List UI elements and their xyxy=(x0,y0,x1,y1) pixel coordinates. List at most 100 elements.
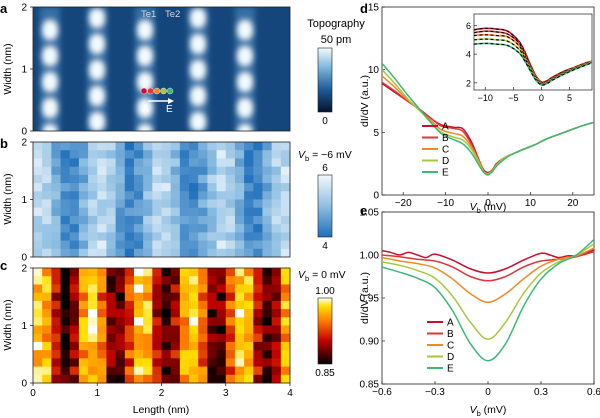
panel-c-y-ticks: 0 1 2 xyxy=(21,264,33,390)
map-pixel xyxy=(152,240,162,250)
y-tick-label: 2 xyxy=(21,138,27,149)
map-pixel xyxy=(60,224,71,233)
map-pixel xyxy=(143,174,153,184)
map-pixel xyxy=(189,366,199,376)
x-tick-label: 1 xyxy=(94,388,100,399)
map-pixel xyxy=(143,350,153,359)
map-pixel xyxy=(161,366,172,376)
panel-b-map xyxy=(33,142,291,258)
atom-bump xyxy=(137,124,153,131)
map-pixel xyxy=(198,366,208,376)
map-pixel xyxy=(198,183,208,192)
map-pixel xyxy=(198,215,208,225)
map-pixel xyxy=(97,232,107,241)
map-pixel xyxy=(152,232,162,241)
map-pixel xyxy=(97,207,107,217)
path-marker xyxy=(147,87,154,95)
map-pixel xyxy=(271,317,282,326)
series-line-A xyxy=(382,249,594,274)
map-pixel xyxy=(97,333,107,343)
map-pixel xyxy=(133,150,144,159)
map-pixel xyxy=(170,317,181,326)
map-pixel xyxy=(78,232,89,241)
map-pixel xyxy=(42,232,52,241)
map-pixel xyxy=(161,191,172,200)
panel-d-inset-lines xyxy=(474,27,592,86)
map-pixel xyxy=(69,150,80,159)
map-pixel xyxy=(133,317,144,326)
map-pixel xyxy=(106,174,117,184)
map-pixel xyxy=(69,142,80,151)
legend-label-A: A xyxy=(442,122,449,133)
map-pixel xyxy=(60,268,71,277)
panel-e-ylabel: dI/dV (a.u.) xyxy=(359,272,371,324)
map-pixel xyxy=(262,300,273,310)
map-pixel xyxy=(124,284,135,294)
map-pixel xyxy=(207,183,217,192)
map-pixel xyxy=(207,366,217,376)
map-pixel xyxy=(207,232,217,241)
map-pixel xyxy=(271,292,282,302)
map-pixel xyxy=(124,248,135,258)
map-pixel xyxy=(262,248,273,258)
map-pixel xyxy=(170,366,181,376)
map-pixel xyxy=(78,199,89,209)
map-pixel xyxy=(115,358,126,367)
x-tick-label: 4 xyxy=(287,388,293,399)
map-pixel xyxy=(33,158,43,168)
map-pixel xyxy=(51,142,61,151)
x-tick-label: 0 xyxy=(539,93,544,103)
map-pixel xyxy=(170,268,181,277)
map-pixel xyxy=(234,292,245,302)
map-pixel xyxy=(280,207,291,217)
panel-d-ylabel: dI/dV (a.u.) xyxy=(359,75,371,127)
map-pixel xyxy=(234,224,245,233)
map-pixel xyxy=(271,284,282,294)
map-pixel xyxy=(280,284,291,294)
map-pixel xyxy=(198,150,208,159)
map-pixel xyxy=(152,248,162,258)
map-pixel xyxy=(78,300,89,310)
map-pixel xyxy=(88,366,98,376)
map-pixel xyxy=(161,358,172,367)
map-pixel xyxy=(60,317,71,326)
map-pixel xyxy=(161,240,172,250)
map-pixel xyxy=(198,350,208,359)
map-pixel xyxy=(198,292,208,302)
map-pixel xyxy=(51,150,61,159)
panel-a-colorbar-title-2: 50 pm xyxy=(321,34,352,46)
series-line-E xyxy=(382,62,594,176)
map-pixel xyxy=(234,366,245,376)
y-tick-label: 6 xyxy=(466,21,471,31)
map-pixel xyxy=(133,333,144,343)
map-pixel xyxy=(143,158,153,168)
map-pixel xyxy=(253,292,263,302)
map-pixel xyxy=(133,191,144,200)
map-pixel xyxy=(216,325,227,335)
map-pixel xyxy=(51,268,61,277)
atom-bump xyxy=(237,72,253,92)
map-pixel xyxy=(207,174,217,184)
x-tick-label: −0.3 xyxy=(425,387,445,398)
map-pixel xyxy=(97,166,107,176)
map-pixel xyxy=(244,215,254,225)
map-pixel xyxy=(97,215,107,225)
map-pixel xyxy=(198,174,208,184)
panel-c-colorbar-title: Vb = 0 mV xyxy=(298,269,346,283)
map-pixel xyxy=(179,142,190,151)
atom-bump xyxy=(137,98,153,118)
map-pixel xyxy=(170,309,181,318)
map-pixel xyxy=(33,341,43,351)
map-pixel xyxy=(198,158,208,168)
map-pixel xyxy=(124,276,135,285)
map-pixel xyxy=(51,215,61,225)
map-pixel xyxy=(33,292,43,302)
map-pixel xyxy=(207,158,217,168)
map-pixel xyxy=(115,276,126,285)
map-pixel xyxy=(170,350,181,359)
map-pixel xyxy=(179,317,190,326)
map-pixel xyxy=(42,268,52,277)
map-pixel xyxy=(170,174,181,184)
map-pixel xyxy=(143,207,153,217)
